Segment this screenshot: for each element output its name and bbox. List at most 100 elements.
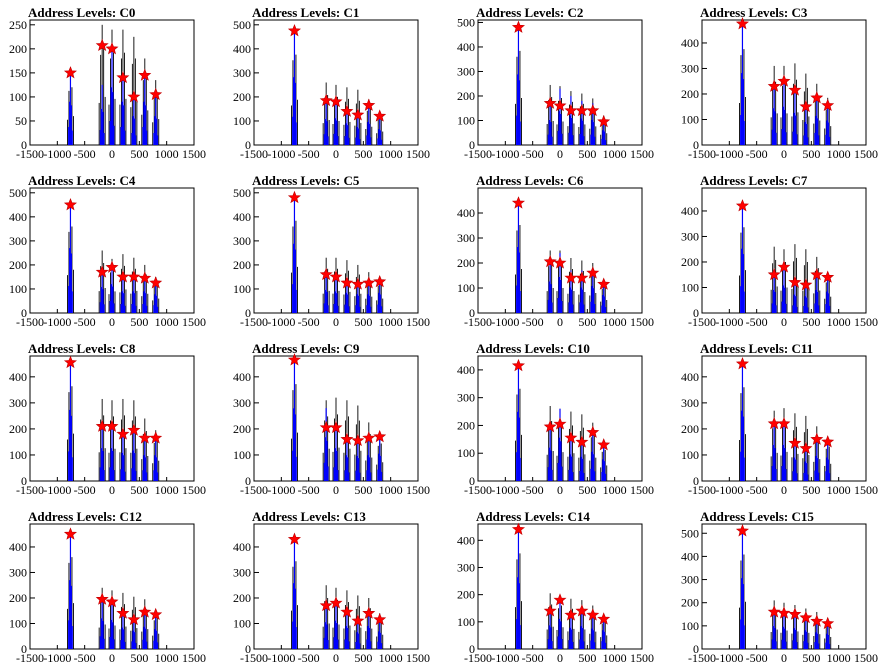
peak-star-marker bbox=[287, 23, 301, 37]
y-tick-label: 300 bbox=[457, 64, 475, 78]
x-tick-label: -1000 bbox=[491, 315, 519, 329]
panel-9: Address Levels: C9 0 100 200 300 400 -1500 -100… bbox=[233, 341, 430, 497]
x-tick-label: 1500 bbox=[182, 147, 206, 161]
x-tick-label: -1000 bbox=[267, 483, 295, 497]
y-tick-label: 200 bbox=[233, 258, 251, 272]
peak-star-marker bbox=[127, 423, 141, 436]
y-tick-label: 0 bbox=[469, 642, 475, 656]
x-tick-label: 0 bbox=[333, 315, 339, 329]
y-tick-label: 100 bbox=[681, 112, 699, 126]
peak-star-marker bbox=[138, 605, 152, 618]
panel-title: Address Levels: C5 bbox=[252, 173, 360, 188]
peak-star-marker bbox=[319, 598, 333, 612]
peak-star-marker bbox=[373, 429, 387, 443]
y-tick-label: 400 bbox=[233, 540, 251, 554]
panel-0: Address Levels: C0 0 50 100 150 200 250 -1500 -1… bbox=[9, 5, 206, 161]
peak-star-marker bbox=[362, 431, 376, 444]
x-tick-label: -1000 bbox=[715, 651, 743, 665]
x-tick-label: -1000 bbox=[715, 147, 743, 161]
peak-star-marker bbox=[821, 616, 835, 630]
x-tick-label: 0 bbox=[333, 147, 339, 161]
peak-star-marker bbox=[821, 98, 835, 111]
x-tick-label: -1500 bbox=[464, 147, 492, 161]
x-tick-label: 0 bbox=[781, 147, 787, 161]
x-tick-label: -1500 bbox=[240, 315, 268, 329]
peak-star-marker bbox=[543, 96, 557, 109]
x-tick-label: -500 bbox=[522, 315, 544, 329]
peak-star-marker bbox=[511, 358, 525, 372]
panel-title: Address Levels: C15 bbox=[700, 509, 814, 524]
x-tick-label: 0 bbox=[781, 483, 787, 497]
y-tick-label: 300 bbox=[233, 565, 251, 579]
y-tick-label: 200 bbox=[457, 89, 475, 103]
y-tick-label: 100 bbox=[9, 616, 27, 630]
y-tick-label: 400 bbox=[457, 40, 475, 54]
y-tick-label: 200 bbox=[9, 591, 27, 605]
peak-star-marker bbox=[149, 607, 163, 621]
y-tick-label: 200 bbox=[233, 591, 251, 605]
x-tick-label: -1500 bbox=[16, 315, 44, 329]
y-tick-label: 300 bbox=[9, 234, 27, 248]
y-tick-label: 400 bbox=[233, 210, 251, 224]
peak-star-marker bbox=[564, 271, 578, 284]
y-tick-label: 300 bbox=[9, 565, 27, 579]
panel-title: Address Levels: C3 bbox=[700, 5, 808, 20]
panel-title: Address Levels: C11 bbox=[700, 341, 813, 356]
y-tick-label: 200 bbox=[681, 422, 699, 436]
panel-10: Address Levels: C10 0 100 200 300 400 -1500 -10… bbox=[457, 341, 654, 497]
peak-star-marker bbox=[810, 267, 824, 281]
y-tick-label: 500 bbox=[9, 186, 27, 200]
y-tick-label: 100 bbox=[681, 280, 699, 294]
panel-11: Address Levels: C11 0 100 200 300 400 -1500 -10… bbox=[681, 341, 878, 497]
y-tick-label: 400 bbox=[457, 363, 475, 377]
x-tick-label: 1500 bbox=[182, 315, 206, 329]
x-tick-label: 1500 bbox=[630, 483, 654, 497]
x-tick-label: -1500 bbox=[688, 315, 716, 329]
y-tick-label: 250 bbox=[9, 18, 27, 32]
peak-star-marker bbox=[735, 16, 749, 30]
peak-star-marker bbox=[799, 278, 813, 291]
peak-star-marker bbox=[329, 94, 343, 108]
peak-star-marker bbox=[319, 93, 333, 107]
x-tick-label: -500 bbox=[298, 147, 320, 161]
x-tick-label: 500 bbox=[578, 483, 596, 497]
peak-star-marker bbox=[564, 103, 578, 117]
x-tick-label: 0 bbox=[557, 147, 563, 161]
x-tick-label: -500 bbox=[522, 483, 544, 497]
peak-star-marker bbox=[340, 104, 354, 117]
x-tick-label: -1000 bbox=[43, 315, 71, 329]
peak-star-marker bbox=[767, 605, 781, 618]
y-tick-label: 0 bbox=[469, 474, 475, 488]
y-tick-label: 400 bbox=[681, 370, 699, 384]
peak-star-marker bbox=[511, 20, 525, 33]
peak-star-marker bbox=[105, 41, 119, 55]
peak-star-marker bbox=[586, 266, 600, 279]
y-tick-label: 100 bbox=[9, 282, 27, 296]
y-tick-label: 0 bbox=[693, 474, 699, 488]
x-tick-label: 500 bbox=[354, 147, 372, 161]
panel-title: Address Levels: C12 bbox=[28, 509, 142, 524]
peak-star-marker bbox=[543, 419, 557, 433]
peak-star-marker bbox=[597, 114, 611, 128]
peak-star-marker bbox=[105, 260, 119, 273]
peak-star-marker bbox=[788, 275, 802, 288]
peak-star-marker bbox=[319, 267, 333, 281]
x-tick-label: -500 bbox=[522, 147, 544, 161]
y-tick-label: 400 bbox=[9, 540, 27, 554]
x-tick-label: -1000 bbox=[491, 483, 519, 497]
peak-star-marker bbox=[777, 74, 791, 87]
x-tick-label: 1000 bbox=[827, 147, 851, 161]
y-tick-label: 300 bbox=[457, 391, 475, 405]
y-tick-label: 200 bbox=[457, 418, 475, 432]
y-tick-label: 400 bbox=[681, 549, 699, 563]
peak-star-marker bbox=[95, 592, 109, 605]
peak-star-marker bbox=[553, 417, 567, 430]
x-tick-label: -500 bbox=[74, 315, 96, 329]
x-tick-label: 1500 bbox=[182, 483, 206, 497]
x-tick-label: 1000 bbox=[155, 315, 179, 329]
peak-star-marker bbox=[138, 271, 152, 284]
peak-star-marker bbox=[777, 260, 791, 273]
x-tick-label: 1000 bbox=[155, 651, 179, 665]
peak-star-marker bbox=[767, 79, 781, 92]
x-tick-label: -500 bbox=[74, 483, 96, 497]
